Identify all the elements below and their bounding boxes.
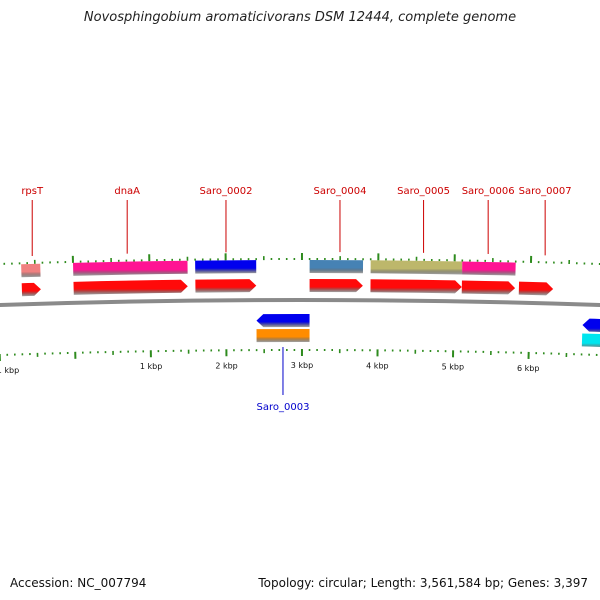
scale-label: 2 kbp xyxy=(215,361,237,370)
feature-label: rpsT xyxy=(21,186,44,197)
scale-label: 5 kbp xyxy=(442,362,464,371)
cds-arrow xyxy=(73,279,188,295)
scale-label: 4 kbp xyxy=(366,361,388,370)
backbone-arc xyxy=(0,298,600,308)
cds-arrow xyxy=(195,279,257,293)
cds-arrow xyxy=(582,318,600,333)
feature-label: Saro_0005 xyxy=(397,186,450,197)
inner-tick-ring xyxy=(0,348,598,362)
feature-label: Saro_0003 xyxy=(257,402,310,413)
cds-arrow xyxy=(309,279,363,293)
map-title: Novosphingobium aromaticivorans DSM 1244… xyxy=(83,10,517,25)
cds-arrow xyxy=(518,281,554,296)
gene-bar xyxy=(21,263,41,278)
cds-arrow xyxy=(21,282,41,297)
scale-label: 3 kbp xyxy=(291,361,313,370)
scale-label: 6 kbp xyxy=(517,364,539,373)
gene-bar xyxy=(256,329,310,343)
feature-label: Saro_0006 xyxy=(462,186,515,197)
topology-summary: Topology: circular; Length: 3,561,584 bp… xyxy=(258,576,588,590)
cds-arrow xyxy=(256,313,310,328)
gene-bar xyxy=(370,260,463,275)
scale-label: 1 kbp xyxy=(140,362,162,371)
cds-track xyxy=(21,279,600,333)
accession-text: Accession: NC_007794 xyxy=(10,576,147,590)
gene-bar xyxy=(581,333,600,348)
feature-label: Saro_0002 xyxy=(200,186,253,197)
outer-tick-ring xyxy=(3,252,600,265)
gene-bar xyxy=(309,260,364,274)
gene-bar xyxy=(72,260,188,276)
genome-backbone xyxy=(0,298,600,308)
feature-label: Saro_0007 xyxy=(519,186,572,197)
gene-bar xyxy=(195,260,257,274)
scale-label: 3561 kbp xyxy=(0,366,19,375)
feature-label: Saro_0004 xyxy=(314,186,367,197)
feature-labels: rpsT dnaA Saro_0002 Saro_0003 Saro_0004 Saro_… xyxy=(21,186,571,413)
cds-arrow xyxy=(461,280,516,295)
cds-arrow xyxy=(370,279,462,294)
scale-labels: 3561 kbp 1 kbp 2 kbp 3 kbp 4 kbp 5 kbp 6 kbp xyxy=(0,361,539,375)
feature-label: dnaA xyxy=(114,186,140,197)
gene-track xyxy=(21,260,600,348)
gene-bar xyxy=(462,261,516,276)
